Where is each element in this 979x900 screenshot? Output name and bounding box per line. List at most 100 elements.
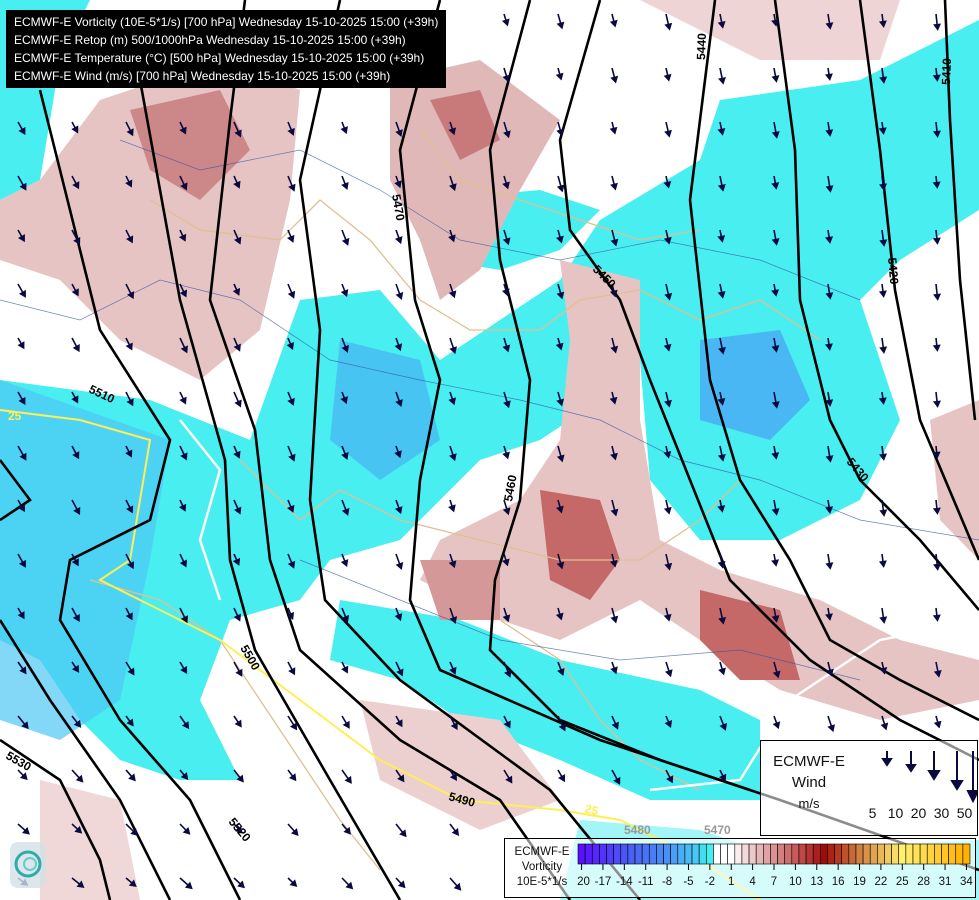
- wind-arrow-icon: [341, 175, 349, 190]
- colorbar-cell: [720, 843, 728, 865]
- wind-arrow-icon: [664, 715, 673, 728]
- contour-5500: [138, 79, 402, 900]
- colorbar-cell: [812, 843, 821, 865]
- wind-arrow-icon: [71, 715, 82, 728]
- colorbar-tick-label: -2: [705, 876, 715, 888]
- wind-arrow-icon: [609, 121, 618, 135]
- colorbar-cell: [641, 843, 650, 865]
- wind-arrow-icon: [287, 769, 297, 782]
- colorbar-cell: [627, 843, 636, 865]
- wind-arrow-icon: [178, 229, 187, 242]
- wind-arrow-icon: [879, 661, 888, 675]
- wind-arrow-icon: [825, 445, 834, 463]
- wind-arrow-icon: [824, 337, 833, 351]
- wind-arrow-icon: [718, 661, 726, 676]
- wind-arrow-icon: [933, 283, 942, 301]
- colorbar-cell: [884, 843, 892, 865]
- wind-arrow-icon: [71, 499, 81, 515]
- wind-arrow-icon: [233, 607, 241, 622]
- contour-label: 5480: [624, 823, 651, 837]
- wind-arrow-icon: [71, 661, 80, 673]
- speed-label: 30: [933, 805, 950, 821]
- colorbar-cell: [962, 843, 971, 865]
- wind-legend-title: ECMWF-E Wind m/s: [769, 751, 849, 814]
- wind-arrow-icon: [663, 67, 672, 82]
- colorbar-cell: [905, 843, 914, 865]
- wind-arrow-icon: [233, 337, 241, 352]
- contour-label: 5420: [885, 257, 901, 285]
- colorbar-tick-label: 16: [832, 876, 845, 888]
- colorbar-cell: [955, 843, 964, 865]
- wind-arrow-icon: [932, 607, 941, 622]
- wind-arrow-icon: [825, 121, 834, 137]
- wind-arrow-icon: [17, 553, 26, 568]
- colorbar-tick-label: -8: [662, 876, 672, 888]
- wind-arrow-icon: [771, 499, 780, 516]
- colorbar-cell: [677, 843, 686, 865]
- wind-arrow-icon: [825, 499, 834, 514]
- colorbar-tick-label: 31: [939, 876, 952, 888]
- colorbar-cell: [705, 843, 714, 865]
- contour-5530: [0, 738, 112, 900]
- colorbar-cell: [948, 843, 957, 865]
- wind-arrow-icon: [179, 553, 188, 568]
- vorticity-legend-title: ECMWF-E Vorticity 10E-5*1/s: [509, 845, 575, 890]
- wind-arrow-icon: [825, 283, 834, 300]
- wind-arrow-icon: [502, 175, 510, 190]
- wind-arrow-icon: [932, 499, 941, 515]
- wind-arrow-icon: [556, 283, 565, 300]
- colorbar-cell: [663, 843, 671, 865]
- wind-arrow-icon: [878, 121, 887, 135]
- colorbar-tick-label: 25: [896, 876, 909, 888]
- wind-arrow-icon: [71, 337, 80, 353]
- white-contour: [179, 419, 979, 792]
- colorbar-cell: [591, 843, 600, 865]
- wind-arrow-icon: [825, 553, 834, 570]
- wind-arrow-icon: [610, 445, 618, 461]
- wind-arrow-icon: [125, 661, 135, 676]
- wind-arrow-icon: [449, 823, 460, 836]
- wind-arrow-icon: [179, 823, 191, 835]
- wind-arrow-icon: [17, 823, 30, 835]
- wind-arrow-icon: [17, 499, 25, 513]
- wind-arrow-icon: [287, 391, 295, 406]
- colorbar-cell: [777, 843, 785, 865]
- wind-arrow-icon: [664, 553, 673, 571]
- wind-arrow-icon: [717, 121, 726, 136]
- wind-arrow-icon: [286, 337, 295, 350]
- speed-label: 50: [956, 805, 973, 821]
- logo: [10, 842, 46, 888]
- colorbar-cell: [919, 843, 928, 865]
- wind-arrow-icon: [556, 553, 565, 570]
- wind-arrow-icon: [717, 175, 726, 192]
- wind-arrow-icon: [71, 175, 80, 190]
- wind-arrow-icon: [663, 175, 672, 189]
- wind-arrow-icon: [556, 499, 564, 514]
- colorbar-cell: [891, 843, 900, 865]
- wind-arrow-icon: [663, 229, 672, 245]
- wind-arrow-icon: [449, 175, 457, 192]
- wind-arrow-icon: [610, 337, 619, 354]
- wind-arrow-icon: [394, 607, 403, 622]
- wind-arrow-icon: [717, 283, 726, 299]
- wind-arrow-icon: [448, 553, 457, 569]
- wind-arrow-icon: [879, 445, 888, 461]
- wind-arrow-icon: [71, 823, 83, 834]
- title-vorticity: ECMWF-E Vorticity (10E-5*1/s) [700 hPa] …: [14, 15, 439, 29]
- contour-label: 5440: [694, 33, 709, 60]
- wind-arrow-icon: [555, 67, 564, 81]
- wind-arrow-icon: [179, 283, 188, 298]
- wind-arrow-icon: [824, 67, 833, 81]
- colorbar-tick-label: -17: [595, 876, 612, 888]
- colorbar-tick-label: -5: [683, 876, 693, 888]
- wind-arrow-icon: [179, 175, 188, 191]
- wind-arrow-icon: [287, 715, 298, 731]
- wind-arrow-icon: [395, 391, 403, 408]
- contour-5510: [38, 89, 242, 900]
- wind-arrow-icon: [501, 283, 510, 297]
- wind-arrow-icon: [395, 283, 404, 300]
- wind-arrow-icon: [771, 337, 780, 353]
- wind-arrow-icon: [233, 391, 242, 408]
- wind-arrow-icon: [932, 67, 941, 82]
- country-borders: [89, 129, 821, 871]
